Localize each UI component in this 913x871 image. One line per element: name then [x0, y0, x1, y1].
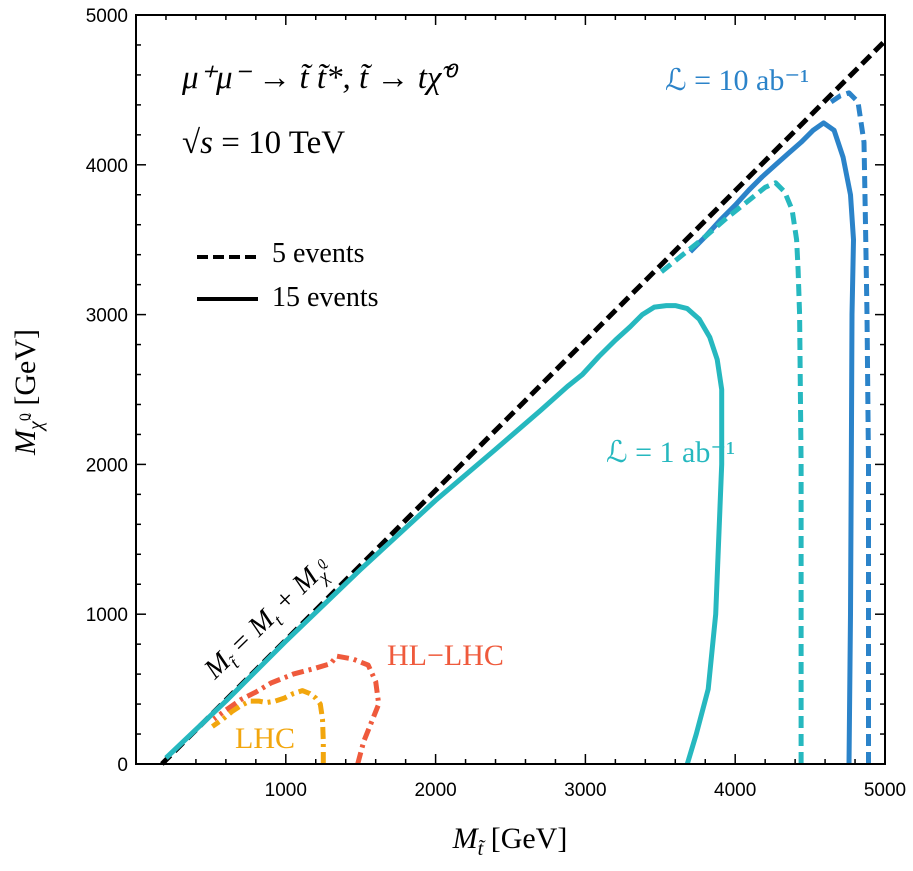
- y-tick-label: 2000: [86, 455, 128, 476]
- series-line-5: [212, 653, 382, 765]
- y-tick-label: 0: [117, 755, 128, 776]
- x-axis-title: Mt̃ [GeV]: [452, 822, 568, 860]
- x-tick-label: 4000: [714, 780, 756, 801]
- x-tick-label: 2000: [414, 780, 456, 801]
- y-axis-title: Mχ̃0 [GeV]: [9, 329, 47, 456]
- energy-label: √s = 10 TeV: [182, 125, 345, 161]
- curves-layer: [160, 39, 887, 766]
- legend-label-dashed: 5 events: [272, 238, 365, 269]
- x-tick-label: 5000: [864, 780, 906, 801]
- hl-lhc-label: HL−LHC: [387, 639, 504, 672]
- plot-frame: [135, 14, 886, 765]
- series-line-4: [658, 180, 804, 764]
- process-label: μ⁺μ⁻ → t̃ t̃*, t̃ → tχ̃⁰: [181, 60, 459, 96]
- x-tick-label: 1000: [265, 780, 307, 801]
- y-tick-label: 3000: [86, 306, 128, 327]
- lumi-high-label: ℒ = 10 ab⁻¹: [665, 64, 809, 97]
- y-tick-label: 5000: [86, 6, 128, 27]
- x-tick-label: 3000: [564, 780, 606, 801]
- y-tick-label: 1000: [86, 605, 128, 626]
- legend-label-solid: 15 events: [272, 282, 379, 313]
- series-line-2: [829, 90, 871, 764]
- ticks-layer: 1000 2000 3000 4000 5000 0 1000 2000 3000 4000 500…: [86, 6, 906, 801]
- series-line-1: [688, 120, 856, 765]
- lumi-low-label: ℒ = 1 ab⁻¹: [606, 436, 735, 469]
- legend: 5 events 15 events: [197, 238, 379, 313]
- lhc-label: LHC: [235, 722, 295, 755]
- y-tick-label: 4000: [86, 156, 128, 177]
- series-line-3: [164, 303, 725, 765]
- series-line-6: [210, 688, 326, 764]
